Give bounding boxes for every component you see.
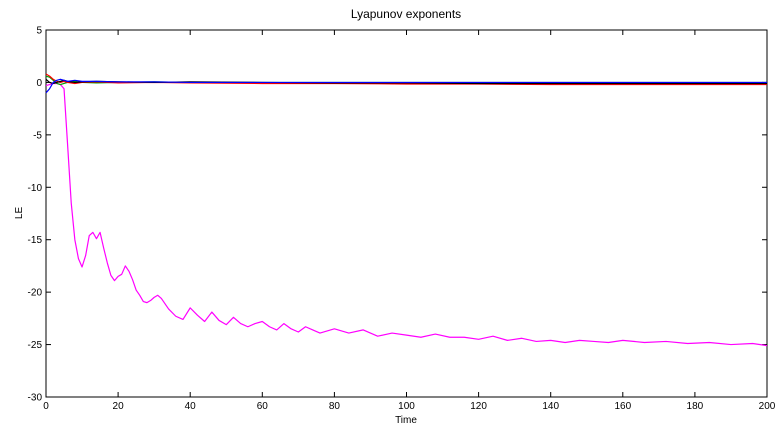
x-tick-label: 120: [470, 401, 487, 412]
plot-frame: [45, 29, 768, 398]
y-tick-label: 0: [36, 78, 42, 89]
axis-ticks: 0 20 40 60 80 100 120 140 160 180 200 5 0 -5 -10 -15 -20…: [28, 26, 776, 413]
y-axis-label: LE: [14, 207, 25, 220]
x-tick-label: 200: [759, 401, 776, 412]
x-axis-label: Time: [395, 415, 417, 426]
y-tick-label: -20: [28, 288, 43, 299]
series-line-0: [45, 82, 768, 347]
x-tick-label: 140: [542, 401, 559, 412]
x-tick-label: 160: [614, 401, 631, 412]
y-tick-label: 5: [36, 26, 42, 37]
series-lines: [45, 73, 768, 347]
x-tick-label: 20: [113, 401, 125, 412]
y-tick-label: -25: [28, 340, 43, 351]
y-tick-label: -30: [28, 393, 43, 404]
series-line-4: [45, 78, 767, 94]
x-tick-label: 60: [257, 401, 269, 412]
x-tick-label: 180: [687, 401, 704, 412]
y-tick-label: -15: [28, 235, 43, 246]
x-tick-label: 80: [329, 401, 341, 412]
x-tick-label: 0: [43, 401, 49, 412]
y-tick-label: -5: [33, 130, 42, 141]
x-tick-label: 40: [185, 401, 197, 412]
chart-title: Lyapunov exponents: [351, 7, 461, 21]
x-tick-label: 100: [398, 401, 415, 412]
y-tick-label: -10: [28, 183, 43, 194]
